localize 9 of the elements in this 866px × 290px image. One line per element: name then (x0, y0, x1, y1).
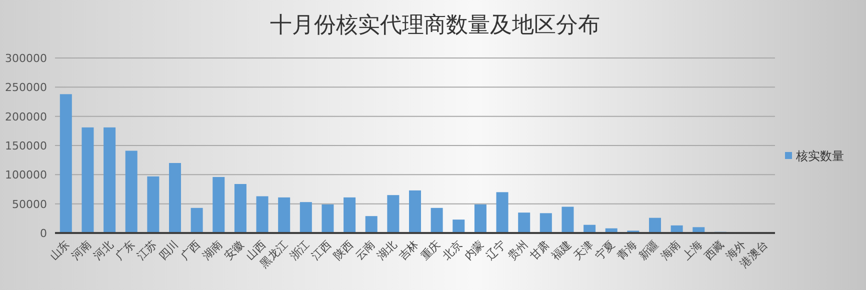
legend-label: 核实数量 (795, 149, 844, 163)
chart-title: 十月份核实代理商数量及地区分布 (270, 12, 600, 37)
y-tick-label: 0 (40, 227, 47, 240)
y-tick-label: 100000 (5, 168, 47, 182)
y-tick-label: 50000 (12, 198, 47, 211)
y-tick-label: 250000 (5, 81, 47, 94)
y-tick-label: 150000 (5, 140, 47, 152)
y-tick-label: 300000 (5, 52, 47, 65)
y-tick-label: 200000 (5, 110, 47, 124)
